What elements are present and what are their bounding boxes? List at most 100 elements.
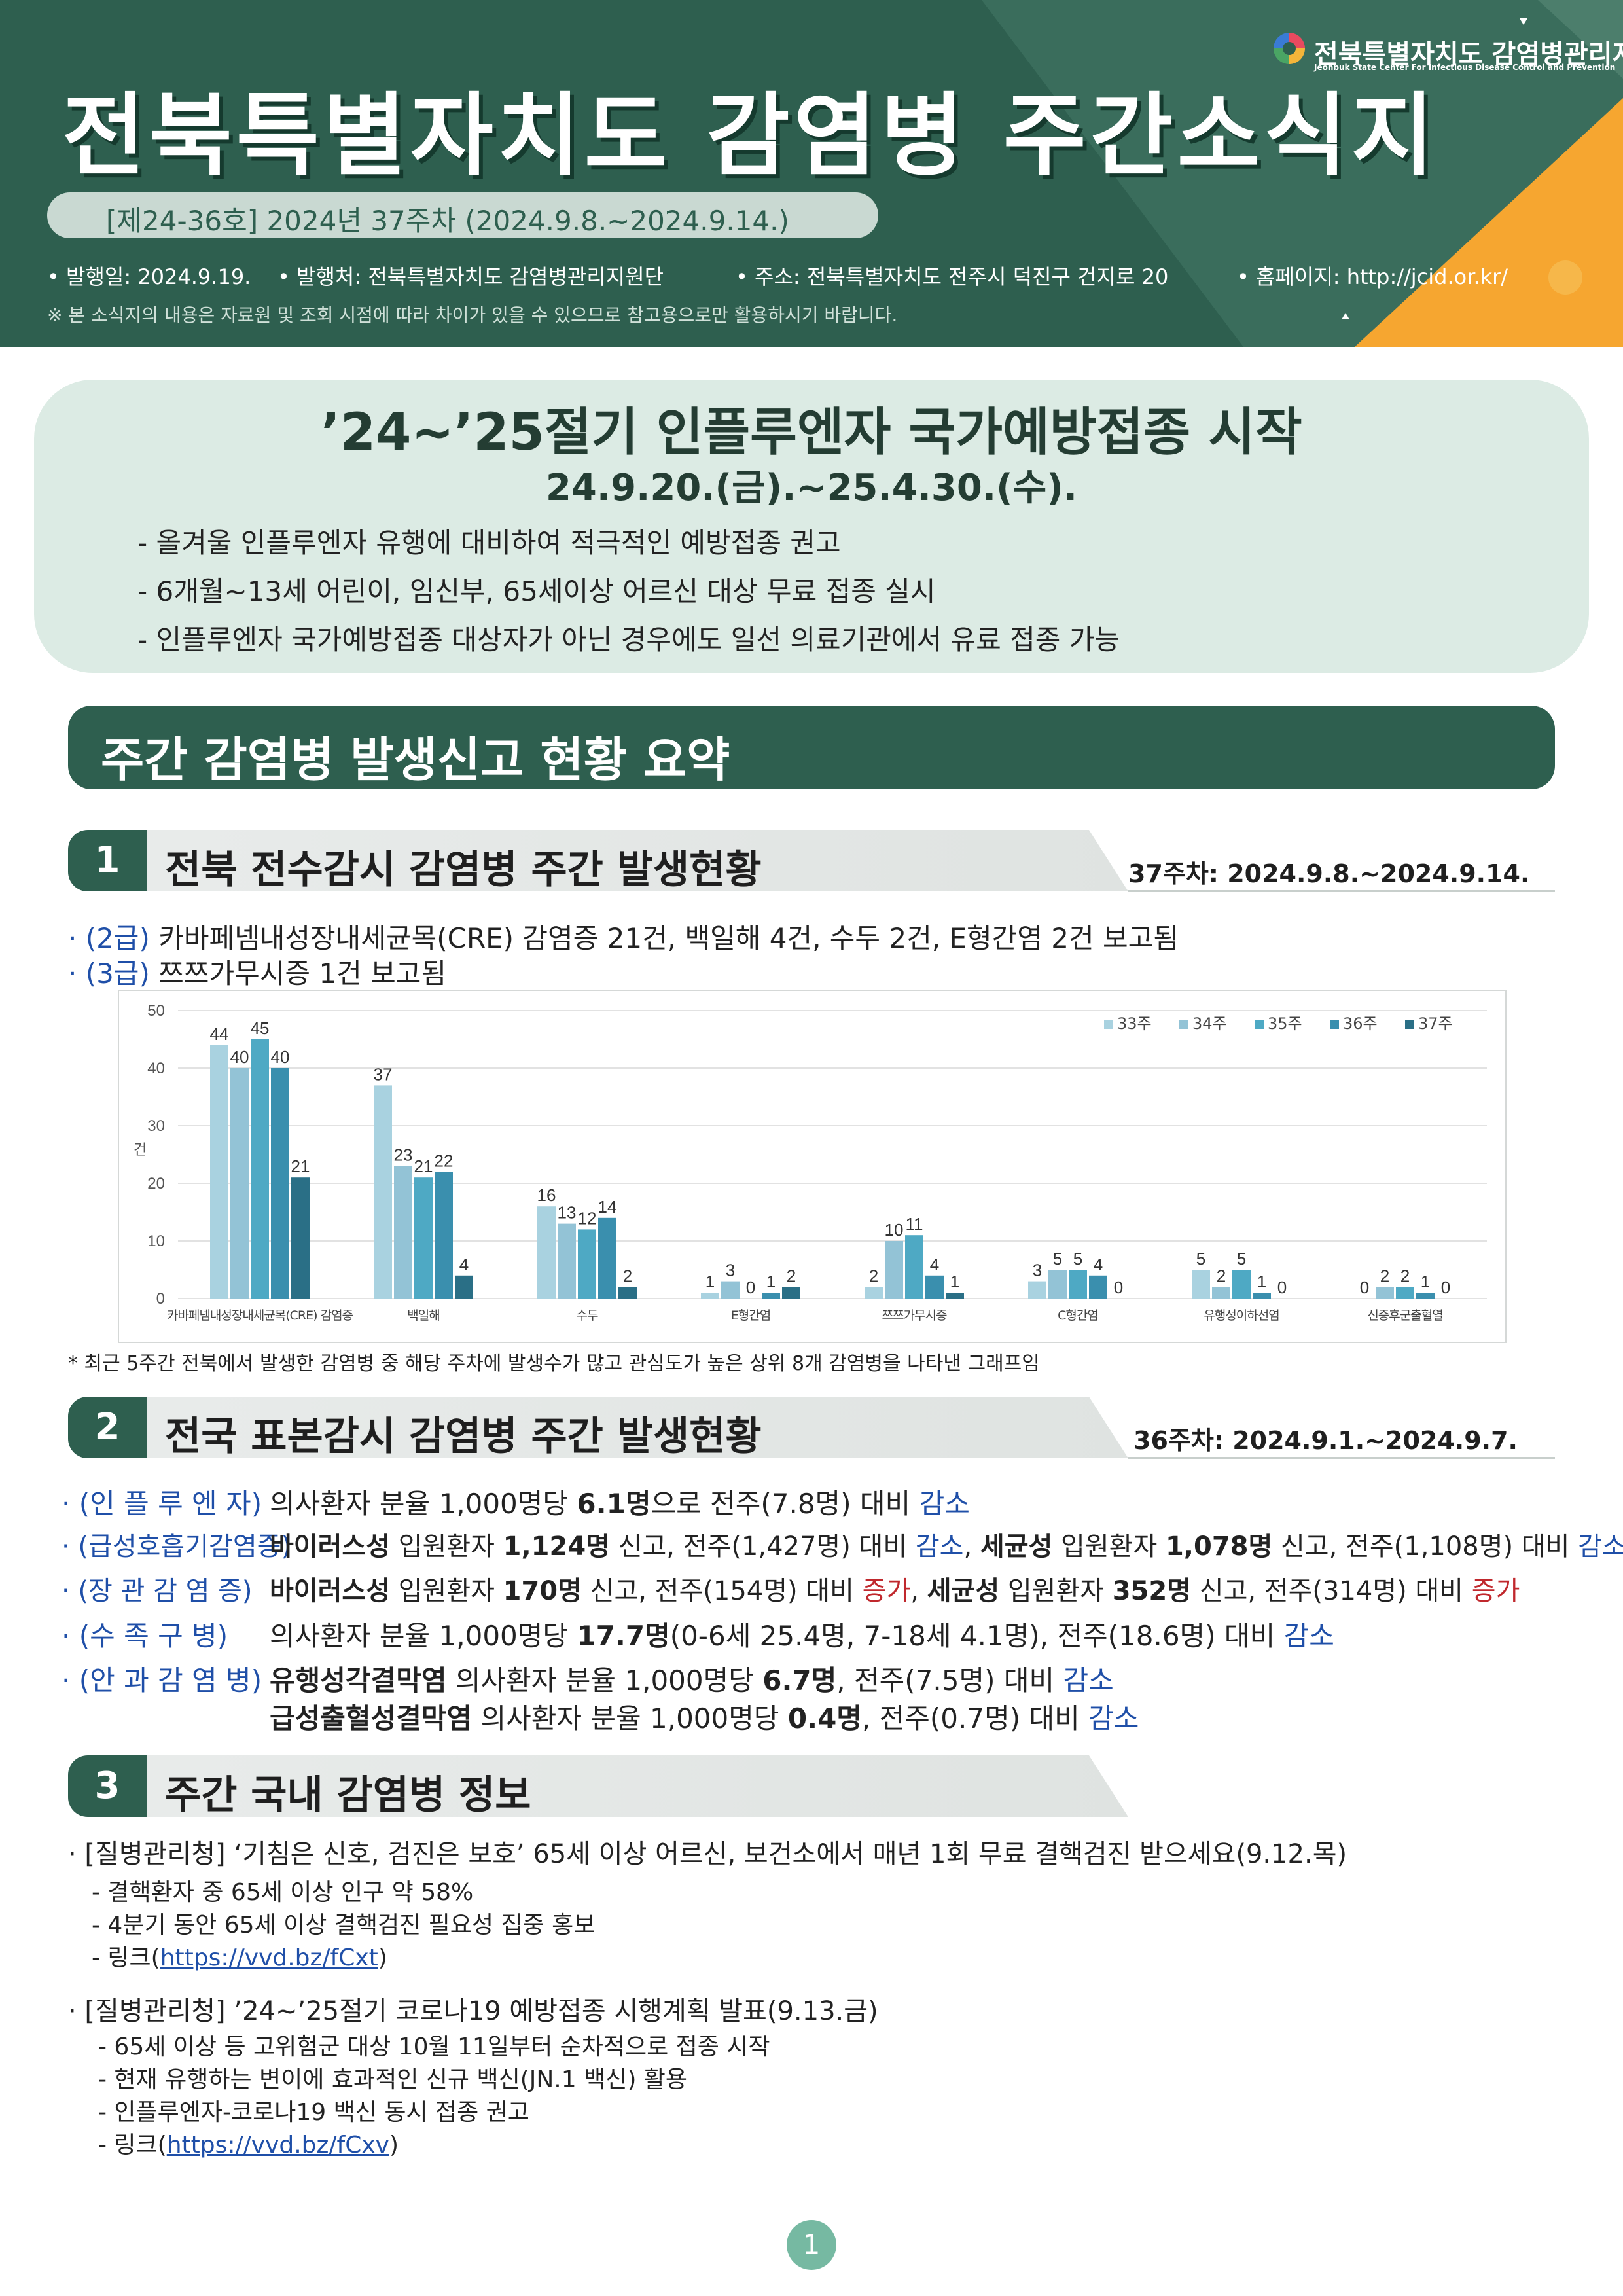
notice-date: 24.9.20.(금).~25.4.30.(수). (545, 467, 1078, 509)
bar (1069, 1270, 1087, 1299)
bar (537, 1206, 556, 1299)
notice-title: ’24~’25절기 인플루엔자 국가예방접종 시작 (321, 403, 1302, 462)
data-label: 4 (459, 1255, 469, 1274)
section-3-header: 3 주간 국내 감염병 정보 (68, 1755, 1555, 1818)
data-label: 16 (537, 1185, 556, 1205)
y-tick-label: 0 (156, 1290, 165, 1308)
y-tick-label: 40 (147, 1060, 165, 1077)
bar (1028, 1281, 1046, 1299)
page-number: 1 (787, 2220, 836, 2270)
grade-label: · (2급) (68, 922, 150, 954)
data-label: 1 (1421, 1272, 1430, 1291)
data-label: 23 (394, 1145, 413, 1165)
notice-banner (34, 380, 1589, 673)
bar (701, 1293, 719, 1299)
data-label: 22 (435, 1151, 454, 1170)
y-tick-label: 20 (147, 1175, 165, 1193)
data-label: 3 (1033, 1261, 1042, 1280)
surveillance-row-enteric: · (장 관 감 염 증) 바이러스성 입원환자 170명 신고, 전주(154명… (62, 1576, 1520, 1606)
section-2-period: 36주차: 2024.9.1.~2024.9.7. (1133, 1426, 1518, 1455)
bar (1416, 1293, 1435, 1299)
bar (721, 1281, 740, 1299)
bar (271, 1068, 289, 1299)
publish-date: • 발행일: 2024.9.19. (47, 264, 251, 289)
bar (885, 1241, 903, 1299)
section-2-number: 2 (68, 1397, 147, 1458)
data-label: 0 (1360, 1278, 1369, 1297)
news-link-row: - 링크(https://vvd.bz/fCxt) (92, 1945, 387, 1971)
y-tick-label: 50 (147, 1002, 165, 1020)
data-label: 5 (1053, 1249, 1062, 1268)
logo-icon (1274, 33, 1305, 64)
bar (1192, 1270, 1210, 1299)
news-title: · [질병관리청] ’24~’25절기 코로나19 예방접종 시행계획 발표(9… (68, 1996, 878, 2026)
bar (374, 1085, 392, 1299)
legend-swatch (1330, 1020, 1339, 1029)
data-label: 5 (1196, 1249, 1205, 1268)
data-label: 5 (1073, 1249, 1082, 1268)
data-label: 10 (885, 1220, 904, 1240)
summary-heading-bar: 주간 감염병 발생신고 현황 요약 (68, 706, 1555, 789)
data-label: 13 (558, 1203, 577, 1223)
section-3-title: 주간 국내 감염병 정보 (165, 1772, 531, 1818)
grade-text: 카바페넴내성장내세균목(CRE) 감염증 21건, 백일해 4건, 수두 2건,… (149, 922, 1179, 954)
legend-label: 36주 (1343, 1014, 1378, 1033)
bar (782, 1287, 800, 1299)
section-1-number: 1 (68, 830, 147, 891)
bar (578, 1229, 596, 1299)
x-tick-label: E형간염 (731, 1308, 770, 1323)
issue-label: [제24-36호] 2024년 37주차 (2024.9.8.~2024.9.1… (106, 205, 789, 237)
notice-item: - 인플루엔자 국가예방접종 대상자가 아닌 경우에도 일선 의료기관에서 유료… (137, 624, 1120, 656)
news-item: - 65세 이상 등 고위험군 대상 10월 11일부터 순차적으로 접종 시작 (98, 2034, 770, 2060)
weekly-cases-chart: 0 10 20 30 40 50 건 44 40 45 40 21 카바페넴내성장내세균목(CRE) 감… (118, 990, 1507, 1343)
data-label: 0 (1114, 1278, 1123, 1297)
bar (1212, 1287, 1230, 1299)
section-3-number: 3 (68, 1755, 147, 1817)
news-link[interactable]: https://vvd.bz/fCxt (160, 1945, 378, 1971)
legend-label: 37주 (1418, 1014, 1453, 1033)
bar (946, 1293, 964, 1299)
grade-label: · (3급) (68, 958, 150, 990)
data-label: 2 (1400, 1266, 1410, 1285)
news-item: - 결핵환자 중 65세 이상 인구 약 58% (92, 1879, 474, 1906)
bar (1376, 1287, 1394, 1299)
homepage-link[interactable]: • 홈페이지: http://jcid.or.kr/ (1237, 264, 1508, 289)
data-label: 37 (374, 1064, 393, 1084)
data-label: 0 (746, 1278, 755, 1297)
legend-swatch (1104, 1020, 1113, 1029)
news-link[interactable]: https://vvd.bz/fCxv (166, 2132, 389, 2159)
data-label: 44 (210, 1024, 229, 1044)
section-1-header: 1 전북 전수감시 감염병 주간 발생현황 37주차: 2024.9.8.~20… (68, 830, 1555, 893)
data-label: 14 (598, 1197, 617, 1217)
bar (618, 1287, 637, 1299)
org-logo-subtitle: Jeonbuk State Center For Infectious Dise… (1314, 63, 1616, 72)
x-tick-label: 카바페넴내성장내세균목(CRE) 감염증 (167, 1308, 353, 1323)
bar (1396, 1287, 1414, 1299)
summary-heading: 주간 감염병 발생신고 현황 요약 (101, 732, 730, 787)
news-link-row: - 링크(https://vvd.bz/fCxv) (98, 2132, 399, 2159)
section-1-title: 전북 전수감시 감염병 주간 발생현황 (165, 847, 762, 893)
data-label: 2 (623, 1266, 632, 1285)
surveillance-row-eye-2: 급성출혈성결막염 의사환자 분율 1,000명당 0.4명, 전주(0.7명) … (270, 1702, 1139, 1734)
data-label: 4 (930, 1255, 939, 1274)
news-title: · [질병관리청] ‘기침은 신호, 검진은 보호’ 65세 이상 어르신, 보… (68, 1839, 1347, 1869)
section-1-line-2: · (3급) 쯔쯔가무시증 1건 보고됨 (68, 952, 446, 992)
section-1-line-1: · (2급) 카바페넴내성장내세균목(CRE) 감염증 21건, 백일해 4건,… (68, 916, 1179, 956)
y-tick-label: 30 (147, 1117, 165, 1135)
data-label: 5 (1237, 1249, 1246, 1268)
notice-item: - 올겨울 인플루엔자 유행에 대비하여 적극적인 예방접종 권고 (137, 527, 841, 559)
disclaimer-note: ※ 본 소식지의 내용은 자료원 및 조회 시점에 따라 차이가 있을 수 있으… (47, 304, 898, 326)
x-tick-label: 쯔쯔가무시증 (882, 1308, 947, 1323)
data-label: 1 (1257, 1272, 1266, 1291)
news-item: - 인플루엔자-코로나19 백신 동시 접종 권고 (98, 2099, 529, 2126)
surveillance-row-eye: · (안 과 감 염 병) 유행성각결막염 의사환자 분율 1,000명당 6.7… (62, 1664, 1114, 1696)
bar (1089, 1275, 1107, 1299)
data-label: 2 (787, 1266, 796, 1285)
legend-label: 35주 (1268, 1014, 1302, 1033)
data-label: 1 (950, 1272, 959, 1291)
data-label: 0 (1441, 1278, 1450, 1297)
section-2-header: 2 전국 표본감시 감염병 주간 발생현황 36주차: 2024.9.1.~20… (68, 1397, 1555, 1460)
bar (1253, 1293, 1271, 1299)
legend-swatch (1179, 1020, 1188, 1029)
